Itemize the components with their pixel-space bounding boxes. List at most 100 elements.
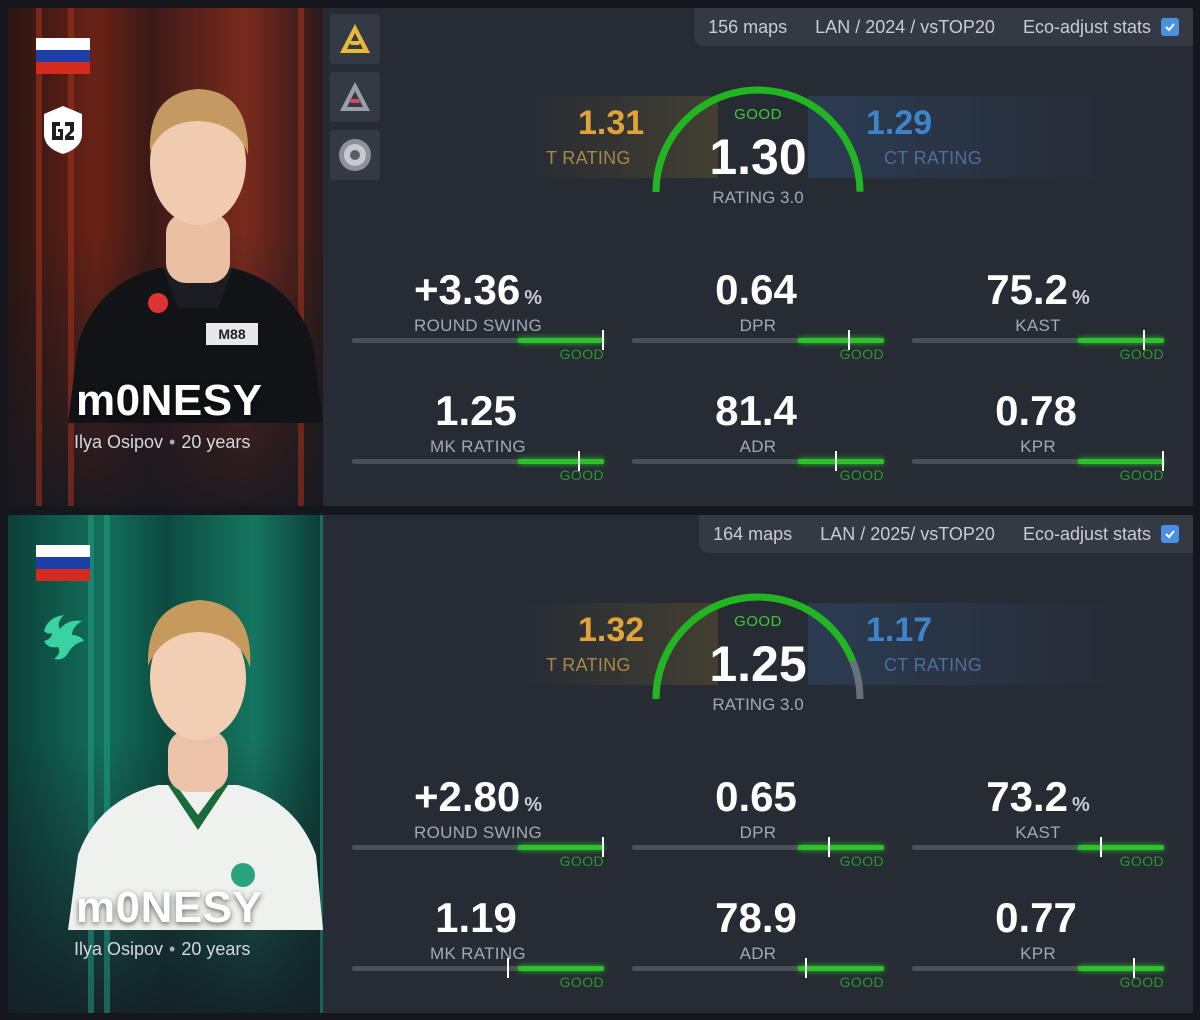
g2-logo-icon bbox=[44, 106, 82, 154]
eco-adjust-checkbox[interactable] bbox=[1161, 525, 1179, 543]
player-age: 20 years bbox=[181, 432, 251, 452]
maps-count[interactable]: 164 maps bbox=[713, 523, 793, 544]
stat-bar bbox=[632, 451, 884, 471]
stat-label: MK RATING bbox=[430, 437, 526, 456]
stat-bar bbox=[352, 958, 604, 978]
stat-grade: GOOD bbox=[559, 346, 604, 362]
rating-label: RATING 3.0 bbox=[712, 188, 804, 207]
scope-filter[interactable]: LAN / 2024 / vsTOP20 bbox=[815, 16, 995, 37]
rating-label: RATING 3.0 bbox=[712, 695, 804, 714]
checkmark-icon bbox=[1165, 23, 1175, 32]
stat-label: DPR bbox=[739, 823, 777, 842]
stat-bar bbox=[352, 837, 604, 857]
stat-grade: GOOD bbox=[839, 346, 884, 362]
stat-label: MK RATING bbox=[430, 944, 526, 963]
stat-value: 78.9 bbox=[715, 894, 797, 941]
event-badges bbox=[330, 14, 382, 188]
ct-rating-panel bbox=[808, 603, 1138, 685]
stat-bar bbox=[632, 958, 884, 978]
stat-round-swing: +2.80% ROUND SWING GOOD bbox=[352, 773, 604, 873]
stat-bar bbox=[352, 330, 604, 350]
player-panel: M88 m0NESY Ilya Osipov • 20 years bbox=[8, 8, 323, 506]
stat-value: 73.2% bbox=[986, 773, 1090, 820]
eco-adjust-label[interactable]: Eco-adjust stats bbox=[1022, 523, 1151, 544]
stat-value: +3.36% bbox=[413, 266, 543, 313]
stat-value: 0.78 bbox=[995, 387, 1077, 434]
stat-grade: GOOD bbox=[1119, 853, 1164, 869]
t-rating-panel bbox=[518, 603, 718, 685]
stat-dpr: 0.64 DPR GOOD bbox=[632, 266, 884, 366]
stat-label: DPR bbox=[739, 316, 777, 335]
scope-filter[interactable]: LAN / 2025/ vsTOP20 bbox=[820, 523, 995, 544]
stat-grade: GOOD bbox=[559, 853, 604, 869]
stat-value: 1.25 bbox=[435, 387, 517, 434]
russia-flag-icon bbox=[36, 545, 90, 581]
player-photo bbox=[68, 600, 323, 930]
rating-gauge bbox=[652, 86, 864, 193]
stat-grade: GOOD bbox=[1119, 467, 1164, 483]
falcons-logo-icon bbox=[44, 615, 84, 660]
stat-bar bbox=[912, 837, 1164, 857]
player-meta: Ilya Osipov • 20 years bbox=[74, 432, 251, 452]
rating-grade: GOOD bbox=[734, 106, 782, 123]
stat-grade: GOOD bbox=[559, 467, 604, 483]
stat-label: ROUND SWING bbox=[414, 823, 542, 842]
blast-silver-event-badge[interactable] bbox=[330, 72, 380, 122]
stat-label: ADR bbox=[739, 944, 777, 963]
stat-dpr: 0.65 DPR GOOD bbox=[632, 773, 884, 873]
stat-grade: GOOD bbox=[839, 974, 884, 990]
blast-silver-icon bbox=[340, 82, 370, 111]
stat-label: KPR bbox=[1020, 944, 1056, 963]
major-trophy-icon bbox=[339, 139, 371, 171]
rating-grade: GOOD bbox=[734, 613, 782, 630]
player-real-name: Ilya Osipov bbox=[74, 939, 164, 959]
major-event-badge[interactable] bbox=[330, 130, 380, 180]
player-stats-card: m0NESY Ilya Osipov • 20 years 164 maps LAN… bbox=[8, 515, 1193, 1013]
stat-bar bbox=[632, 330, 884, 350]
stat-bar bbox=[352, 451, 604, 471]
t-rating-value: 1.32 bbox=[578, 611, 645, 649]
player-photo: M88 bbox=[68, 89, 323, 423]
stat-kast: 75.2% KAST GOOD bbox=[912, 266, 1164, 366]
stat-grade: GOOD bbox=[1119, 974, 1164, 990]
stat-mk-rating: 1.25 MK RATING GOOD bbox=[352, 387, 604, 487]
stat-adr: 81.4 ADR GOOD bbox=[632, 387, 884, 487]
t-rating-value: 1.31 bbox=[578, 104, 645, 142]
russia-flag-icon bbox=[36, 38, 90, 74]
ct-rating-value: 1.29 bbox=[866, 104, 933, 142]
stat-bar bbox=[912, 330, 1164, 350]
t-rating-panel bbox=[518, 96, 718, 178]
t-rating-label: T RATING bbox=[546, 148, 631, 168]
stat-value: 0.65 bbox=[715, 773, 797, 820]
stat-mk-rating: 1.19 MK RATING GOOD bbox=[352, 894, 604, 994]
stat-adr: 78.9 ADR GOOD bbox=[632, 894, 884, 994]
stat-value: 81.4 bbox=[715, 387, 797, 434]
player-real-name: Ilya Osipov bbox=[74, 432, 164, 452]
rating-gauge-fill bbox=[652, 86, 864, 193]
t-rating-label: T RATING bbox=[546, 655, 631, 675]
maps-count[interactable]: 156 maps bbox=[708, 16, 788, 37]
rating-value: 1.25 bbox=[709, 636, 807, 692]
stat-label: ROUND SWING bbox=[414, 316, 542, 335]
player-stats-card: M88 m0NESY Ilya Osipov • 20 years 156 maps… bbox=[8, 8, 1193, 506]
stat-value: 0.64 bbox=[715, 266, 797, 313]
svg-text:M88: M88 bbox=[218, 326, 245, 342]
stat-value: 1.19 bbox=[435, 894, 517, 941]
checkmark-icon bbox=[1165, 530, 1175, 539]
stat-grade: GOOD bbox=[1119, 346, 1164, 362]
ct-rating-label: CT RATING bbox=[884, 148, 983, 168]
stat-label: ADR bbox=[739, 437, 777, 456]
stat-kpr: 0.78 KPR GOOD bbox=[912, 387, 1164, 487]
ct-rating-panel bbox=[808, 96, 1138, 178]
rating-gauge-fill bbox=[652, 593, 864, 700]
stat-label: KPR bbox=[1020, 437, 1056, 456]
eco-adjust-checkbox[interactable] bbox=[1161, 18, 1179, 36]
eco-adjust-label[interactable]: Eco-adjust stats bbox=[1022, 16, 1151, 37]
stat-grade: GOOD bbox=[839, 467, 884, 483]
blast-event-badge[interactable] bbox=[330, 14, 380, 64]
stat-label: KAST bbox=[1015, 823, 1061, 842]
stat-value: +2.80% bbox=[413, 773, 543, 820]
filter-bar: 156 maps LAN / 2024 / vsTOP20 Eco-adjust… bbox=[694, 8, 1193, 46]
stat-bar bbox=[632, 837, 884, 857]
player-nickname: m0NESY bbox=[76, 376, 263, 425]
